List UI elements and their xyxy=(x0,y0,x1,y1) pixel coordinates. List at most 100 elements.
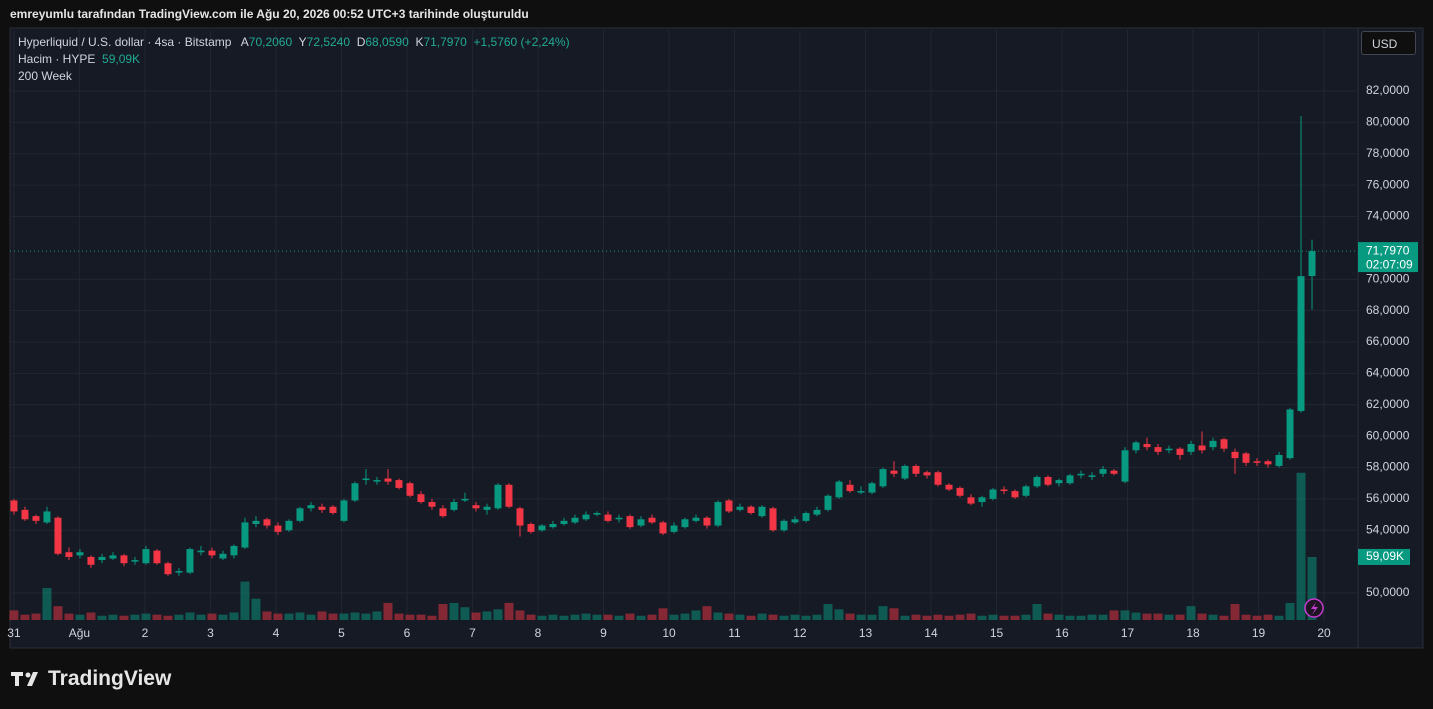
close-prefix: K xyxy=(415,35,424,49)
volume-bar xyxy=(1219,615,1229,620)
volume-bar xyxy=(1230,603,1240,620)
x-tick-label: 18 xyxy=(1186,626,1200,640)
candle-body xyxy=(21,509,29,520)
candle-body xyxy=(626,516,634,528)
candle-body xyxy=(901,465,909,479)
last-volume-label: 59,09K xyxy=(1366,549,1404,563)
candle-body xyxy=(758,506,766,517)
candle-body xyxy=(824,495,832,510)
candle-body xyxy=(142,549,150,564)
x-tick-label: 14 xyxy=(924,626,938,640)
volume-bar xyxy=(383,602,393,620)
volume-bar xyxy=(152,614,162,620)
y-tick-label: 56,0000 xyxy=(1366,491,1410,505)
brand-logo xyxy=(11,672,38,686)
candle-body xyxy=(1275,454,1283,466)
candle-body xyxy=(1077,473,1085,476)
candle-body xyxy=(670,525,678,532)
candle-body xyxy=(813,509,821,515)
volume-bar xyxy=(559,615,569,620)
volume-bar xyxy=(1153,613,1163,620)
volume-bar xyxy=(801,615,811,620)
volume-bar xyxy=(108,614,118,620)
y-tick-label: 70,0000 xyxy=(1366,271,1410,285)
volume-bar xyxy=(1076,615,1086,620)
volume-bar xyxy=(999,615,1009,620)
x-tick-label: 5 xyxy=(338,626,345,640)
caption: emreyumlu tarafından TradingView.com ile… xyxy=(10,7,529,21)
candle-body xyxy=(835,481,843,498)
volume-bar xyxy=(86,612,96,620)
volume-bar xyxy=(570,614,580,620)
y-tick-label: 76,0000 xyxy=(1366,177,1410,191)
high-prefix: Y xyxy=(298,35,307,49)
volume-bar xyxy=(823,603,833,620)
candle-body xyxy=(120,555,128,564)
candle-body xyxy=(395,480,403,488)
volume-bar xyxy=(163,615,173,620)
candle-body xyxy=(659,522,667,534)
candle-body xyxy=(769,508,777,531)
candle-body xyxy=(274,525,282,532)
volume-bar xyxy=(1186,606,1196,620)
last-volume-box xyxy=(1358,548,1410,565)
currency-button[interactable]: USD xyxy=(1361,31,1416,55)
x-tick-label: 6 xyxy=(404,626,411,640)
candle-body xyxy=(890,470,898,474)
volume-bar xyxy=(1142,613,1152,620)
volume-bar xyxy=(493,609,503,620)
volume-bar xyxy=(306,614,316,620)
x-tick-label: 2 xyxy=(142,626,149,640)
candle-body xyxy=(560,520,568,524)
volume-bar xyxy=(658,608,668,620)
volume-bar xyxy=(1065,615,1075,620)
candle-body xyxy=(362,478,370,481)
volume-bar xyxy=(1241,614,1251,620)
candle-body xyxy=(1143,443,1151,448)
volume-bar xyxy=(284,613,294,620)
x-tick-label: 15 xyxy=(990,626,1004,640)
volume-bar xyxy=(856,614,866,620)
volume-bar xyxy=(1307,556,1317,620)
candle-body xyxy=(879,469,887,487)
y-tick-label: 58,0000 xyxy=(1366,460,1410,474)
y-tick-label: 66,0000 xyxy=(1366,334,1410,348)
y-tick-label: 80,0000 xyxy=(1366,115,1410,129)
candle-body xyxy=(1055,480,1063,484)
x-tick-label: 11 xyxy=(728,626,741,640)
candle-body xyxy=(1044,476,1052,485)
candle-body xyxy=(439,508,447,517)
candle-body xyxy=(648,517,656,523)
candle-body xyxy=(802,513,810,521)
volume-bar xyxy=(207,613,217,620)
x-tick-label: 10 xyxy=(662,626,676,640)
x-tick-label: 12 xyxy=(793,626,807,640)
candle-body xyxy=(197,550,205,553)
x-tick-label: 9 xyxy=(600,626,607,640)
volume-bar xyxy=(482,611,492,620)
candle-body xyxy=(98,556,106,561)
candle-body xyxy=(373,480,381,482)
candle-body xyxy=(1198,445,1206,451)
candle-body xyxy=(956,487,964,496)
candle-body xyxy=(417,494,425,503)
candle-body xyxy=(384,478,392,482)
volume-bar xyxy=(867,614,877,620)
volume-bar xyxy=(636,615,646,620)
volume-bar xyxy=(1109,610,1119,620)
volume-bar xyxy=(53,606,63,620)
volume-bar xyxy=(361,613,371,620)
candle-body xyxy=(1033,476,1041,487)
volume-bar xyxy=(966,613,976,620)
candle-body xyxy=(43,511,51,523)
candle-body xyxy=(307,505,315,509)
high-value: 72,5240 xyxy=(306,35,351,49)
volume-bar xyxy=(1164,614,1174,620)
candle-body xyxy=(1121,450,1129,482)
candle-body xyxy=(351,483,359,501)
volume-bar xyxy=(614,615,624,620)
volume-bar xyxy=(669,614,679,620)
y-tick-label: 50,0000 xyxy=(1366,585,1410,599)
volume-bar xyxy=(1021,614,1031,620)
